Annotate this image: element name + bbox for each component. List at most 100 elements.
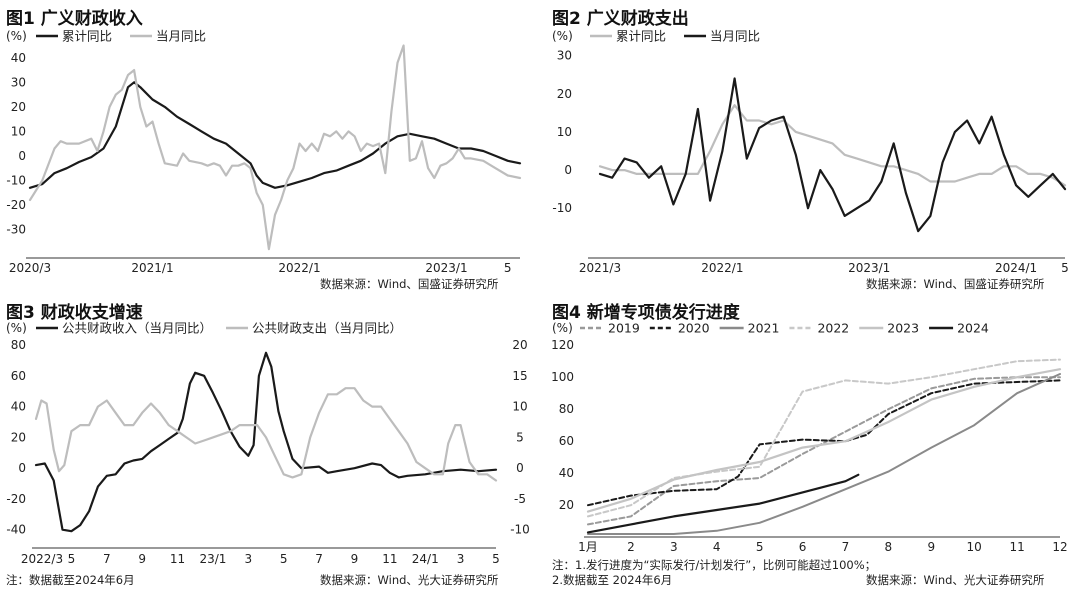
chart-fig2: (%) 累计同比 当月同比 -10 0 10 20 30 2021/3 2022/1 2023/1 2…: [552, 29, 1069, 276]
x-tick-label: 11: [1009, 540, 1024, 554]
y-tick-label-right: -5: [514, 492, 526, 506]
y-tick-label: 10: [557, 125, 572, 139]
legend-label-3: 2022: [817, 321, 849, 336]
panel-title: 图2 广义财政支出: [552, 9, 689, 29]
legend-label-1: 当月同比: [710, 29, 760, 44]
x-tick-label: 5: [1061, 261, 1069, 275]
y-tick-label: 20: [11, 100, 26, 114]
y-unit-label: (%): [6, 29, 27, 43]
data-source: 数据来源：Wind、国盛证券研究所: [866, 277, 1045, 291]
panel-fig2: 图2 广义财政支出 (%) 累计同比 当月同比 -10 0 10 20 30 2021/3 202…: [540, 0, 1080, 296]
panel-fig4: 图4 新增专项债发行进度 (%) 2019 2020 2021 2022 2023 2024…: [540, 296, 1080, 592]
x-tick-label: 6: [799, 540, 807, 554]
y-tick-label-left: 80: [11, 338, 26, 352]
x-tick-label: 7: [103, 552, 111, 566]
chart-fig3: (%) 公共财政收入（当月同比） 公共财政支出（当月同比） -40 -20 0 20 40 60…: [6, 321, 530, 567]
x-tick-label: 12: [1052, 540, 1067, 554]
x-tick-label: 10: [967, 540, 982, 554]
series-line-1: [34, 387, 498, 482]
y-tick-label: 20: [559, 498, 574, 512]
x-tick-label: 8: [885, 540, 893, 554]
x-tick-label: 3: [244, 552, 252, 566]
y-tick-label: 60: [559, 434, 574, 448]
y-tick-label-left: -20: [6, 492, 26, 506]
y-tick-label: 120: [551, 338, 574, 352]
y-tick-label: 0: [564, 163, 572, 177]
y-tick-label: 40: [11, 51, 26, 65]
y-tick-label: 30: [11, 75, 26, 89]
x-tick-label: 2021/3: [579, 261, 621, 275]
legend-label-1: 2020: [678, 321, 710, 336]
legend-label-0: 公共财政收入（当月同比）: [62, 321, 212, 336]
x-tick-label: 9: [927, 540, 935, 554]
x-tick-label: 2022/1: [278, 261, 320, 275]
y-tick-label: 0: [18, 149, 26, 163]
x-tick-label: 5: [504, 261, 512, 275]
y-tick-label-left: 40: [11, 400, 26, 414]
data-source: 数据来源：Wind、光大证券研究所: [320, 573, 499, 587]
series-line-1: [587, 379, 1061, 507]
series-line-0: [34, 351, 498, 533]
series-line-1: [598, 77, 1067, 233]
data-source: 数据来源：Wind、国盛证券研究所: [320, 277, 499, 291]
x-tick-label: 9: [351, 552, 359, 566]
x-tick-label: 7: [315, 552, 323, 566]
series-line-0: [587, 376, 1061, 526]
x-tick-label: 2022/1: [701, 261, 743, 275]
y-tick-label-left: 20: [11, 430, 26, 444]
y-tick-label-right: -10: [510, 523, 530, 537]
legend-label-0: 累计同比: [616, 29, 666, 44]
series-line-1: [28, 44, 522, 251]
x-tick-label: 24/1: [412, 552, 439, 566]
legend-label-0: 2019: [608, 321, 640, 336]
legend-label-1: 公共财政支出（当月同比）: [252, 321, 402, 336]
panel-title: 图1 广义财政收入: [6, 9, 143, 29]
x-tick-label: 23/1: [199, 552, 226, 566]
legend-label-1: 当月同比: [156, 29, 206, 44]
x-tick-label: 5: [68, 552, 76, 566]
panel-title: 图4 新增专项债发行进度: [552, 303, 740, 323]
x-tick-label: 11: [382, 552, 397, 566]
x-tick-label: 7: [842, 540, 850, 554]
y-unit-label: (%): [552, 321, 573, 335]
y-tick-label: 100: [551, 370, 574, 384]
y-tick-label: 30: [557, 49, 572, 63]
legend-label-0: 累计同比: [62, 29, 112, 44]
x-tick-label: 2023/1: [425, 261, 467, 275]
panel-title: 图3 财政收支增速: [6, 303, 143, 323]
y-unit-label: (%): [6, 321, 27, 335]
x-tick-label: 2022/3: [21, 552, 63, 566]
x-tick-label: 2024/1: [995, 261, 1037, 275]
y-tick-label: 80: [559, 402, 574, 416]
y-tick-label: -20: [6, 198, 26, 212]
x-tick-label: 5: [492, 552, 500, 566]
series-line-2: [587, 373, 1061, 535]
legend-label-4: 2023: [887, 321, 919, 336]
legend-label-2: 2021: [748, 321, 780, 336]
x-tick-label: 11: [170, 552, 185, 566]
y-tick-label: 10: [11, 124, 26, 138]
y-unit-label: (%): [552, 29, 573, 43]
x-tick-label: 2021/1: [131, 261, 173, 275]
footnote: 注：数据截至2024年6月: [6, 573, 135, 587]
series-line-3: [587, 358, 1061, 518]
y-tick-label: -10: [552, 201, 572, 215]
x-tick-label: 9: [138, 552, 146, 566]
data-source: 数据来源：Wind、光大证券研究所: [866, 573, 1045, 587]
y-tick-label-left: 0: [18, 461, 26, 475]
y-tick-label-right: 20: [512, 338, 527, 352]
x-tick-label: 2020/3: [9, 261, 51, 275]
x-tick-label: 3: [457, 552, 465, 566]
x-tick-label: 1月: [578, 540, 598, 554]
footnote-line-2: 2.数据截至 2024年6月: [552, 573, 673, 587]
y-tick-label-left: -40: [6, 523, 26, 537]
panel-fig3: 图3 财政收支增速 (%) 公共财政收入（当月同比） 公共财政支出（当月同比） -40…: [0, 296, 540, 592]
chart-fig1: (%) 累计同比 当月同比 -30 -20 -10 0 10 20 30 40 2020/3 2021/…: [6, 29, 522, 275]
x-tick-label: 5: [756, 540, 764, 554]
panel-fig1: 图1 广义财政收入 (%) 累计同比 当月同比 -30 -20 -10 0 10 20 30 40 2…: [0, 0, 540, 296]
x-tick-label: 5: [280, 552, 288, 566]
x-tick-label: 2023/1: [848, 261, 890, 275]
x-tick-label: 2: [627, 540, 635, 554]
legend-label-5: 2024: [957, 321, 989, 336]
footnote-line-1: 注：1.发行进度为“实际发行/计划发行”，比例可能超过100%；: [552, 558, 877, 572]
